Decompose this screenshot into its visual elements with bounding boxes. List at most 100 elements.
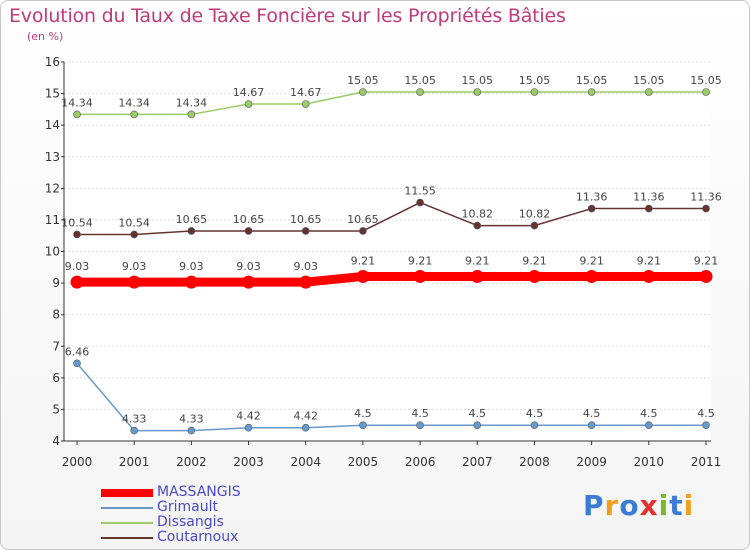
data-label-grimault: 4.5 — [469, 407, 487, 420]
series-group — [70, 88, 713, 435]
data-label-dissangis: 15.05 — [404, 74, 436, 87]
data-label-coutarnoux: 10.54 — [61, 216, 93, 229]
x-tick-label: 2003 — [233, 455, 264, 469]
x-tick-label: 2009 — [576, 455, 607, 469]
series-line-grimault — [76, 362, 707, 432]
x-tick-label: 2008 — [519, 455, 550, 469]
data-point-coutarnoux — [530, 221, 539, 230]
data-point-massangis — [470, 269, 484, 283]
legend-swatch — [101, 522, 153, 524]
y-tick-label: 7 — [52, 339, 60, 353]
y-tick-label: 16 — [45, 55, 60, 69]
data-point-coutarnoux — [645, 204, 653, 213]
data-point-dissangis — [130, 110, 138, 119]
data-label-grimault: 4.5 — [640, 407, 658, 420]
data-point-coutarnoux — [73, 230, 81, 239]
data-label-coutarnoux: 10.82 — [462, 208, 494, 221]
x-tick-label: 2000 — [62, 455, 93, 469]
data-point-grimault — [587, 421, 596, 430]
logo-letter: P — [583, 489, 605, 522]
data-point-massangis — [642, 269, 656, 283]
data-point-massangis — [127, 275, 141, 289]
data-label-dissangis: 14.67 — [233, 86, 265, 99]
legend-swatch — [101, 489, 153, 497]
x-tick-label: 2001 — [119, 455, 150, 469]
y-tick-label: 4 — [52, 434, 60, 448]
data-label-grimault: 4.33 — [179, 413, 204, 426]
data-point-grimault — [645, 421, 653, 430]
logo-letter: o — [619, 489, 640, 522]
data-point-massangis — [699, 269, 713, 283]
data-label-coutarnoux: 11.36 — [576, 191, 608, 204]
data-label-coutarnoux: 10.54 — [118, 216, 150, 229]
data-point-dissangis — [187, 110, 196, 119]
data-point-coutarnoux — [702, 204, 710, 213]
logo-letter: r — [604, 489, 620, 522]
x-tick-label: 2010 — [634, 455, 665, 469]
data-label-massangis: 9.03 — [179, 260, 204, 273]
y-tick-label: 5 — [52, 402, 60, 416]
data-point-grimault — [530, 421, 539, 430]
data-point-dissangis — [530, 88, 539, 96]
data-point-massangis — [527, 269, 541, 283]
y-tick-label: 15 — [45, 87, 60, 101]
data-label-dissangis: 15.05 — [462, 74, 494, 87]
data-label-coutarnoux: 11.36 — [633, 191, 665, 204]
data-point-massangis — [242, 275, 256, 289]
data-label-coutarnoux: 10.82 — [519, 208, 551, 221]
data-point-massangis — [299, 275, 313, 289]
data-label-massangis: 9.21 — [522, 254, 547, 267]
legend-label: Grimault — [157, 499, 218, 515]
data-label-dissangis: 14.34 — [118, 96, 150, 109]
logo-letter: t — [669, 489, 684, 522]
data-point-massangis — [184, 275, 198, 289]
x-tick-label: 2004 — [290, 455, 321, 469]
data-label-massangis: 9.03 — [236, 260, 261, 273]
data-point-coutarnoux — [416, 198, 424, 207]
data-label-grimault: 4.33 — [122, 413, 147, 426]
plot-area — [64, 62, 711, 441]
y-tick-label: 10 — [45, 245, 60, 259]
data-label-massangis: 9.21 — [408, 254, 433, 267]
data-point-dissangis — [587, 88, 596, 96]
y-tick-label: 12 — [45, 181, 60, 195]
data-label-massangis: 9.21 — [465, 254, 490, 267]
x-tick-label: 2007 — [462, 455, 493, 469]
data-point-massangis — [585, 269, 599, 283]
proxiti-logo: Proxiti — [583, 489, 694, 522]
data-point-grimault — [702, 421, 710, 430]
data-label-massangis: 9.21 — [637, 254, 662, 267]
data-label-massangis: 9.21 — [579, 254, 604, 267]
data-label-grimault: 4.5 — [697, 407, 715, 420]
data-label-dissangis: 15.05 — [633, 74, 665, 87]
data-label-massangis: 9.21 — [351, 254, 376, 267]
data-label-grimault: 4.5 — [583, 407, 601, 420]
x-tick-label: 2011 — [691, 455, 722, 469]
data-point-grimault — [416, 421, 424, 430]
data-label-grimault: 4.42 — [293, 410, 318, 423]
y-tick-label: 13 — [45, 150, 60, 164]
y-tick-label: 11 — [45, 213, 60, 227]
series-coutarnoux — [73, 198, 710, 239]
y-tick-label: 14 — [45, 118, 60, 132]
legend-swatch — [101, 537, 153, 539]
data-point-dissangis — [416, 88, 424, 96]
data-point-coutarnoux — [587, 204, 596, 213]
logo-letter: x — [639, 489, 659, 522]
series-line-coutarnoux — [76, 201, 707, 236]
legend-swatch — [101, 507, 153, 509]
data-point-grimault — [73, 359, 81, 368]
data-label-coutarnoux: 11.36 — [690, 191, 722, 204]
logo-letter: i — [683, 489, 695, 522]
x-tick-label: 2002 — [176, 455, 207, 469]
data-point-grimault — [130, 426, 138, 435]
data-label-dissangis: 14.67 — [290, 86, 322, 99]
data-point-dissangis — [301, 100, 310, 108]
data-label-coutarnoux: 11.55 — [404, 185, 436, 198]
data-label-dissangis: 15.05 — [347, 74, 379, 87]
axes: 4 5 6 7 8 9 10 11 12 13 14 15 16 2000 2001 2002 2003 2004… — [45, 55, 722, 469]
data-point-dissangis — [473, 88, 482, 96]
data-label-dissangis: 15.05 — [576, 74, 608, 87]
